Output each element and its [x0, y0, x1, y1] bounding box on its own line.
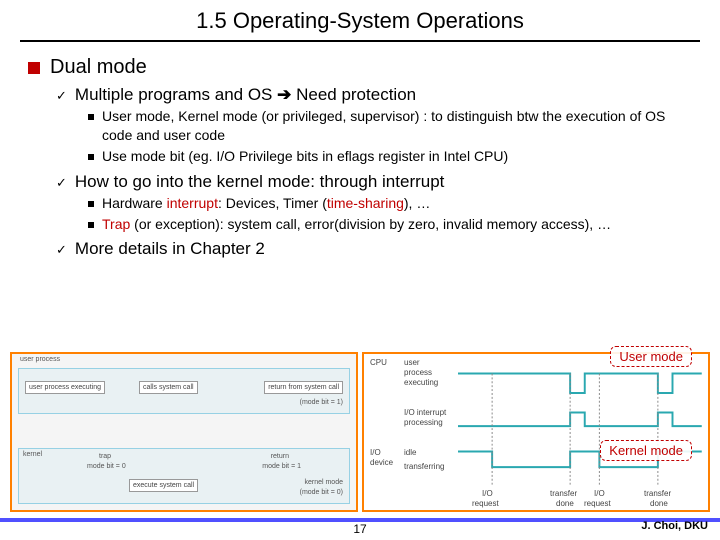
l3a-text: User mode, Kernel mode (or privileged, s…: [102, 107, 692, 145]
t-xfer2: transfer: [644, 489, 671, 498]
bullet-l3-c: Hardware interrupt: Devices, Timer (time…: [88, 194, 692, 213]
l2a-pre: Multiple programs and OS: [75, 85, 277, 104]
bullet-l1: Dual mode: [28, 56, 692, 79]
bullet-l2-c: ✓ More details in Chapter 2: [56, 239, 692, 259]
arrow-icon: ➔: [277, 85, 291, 104]
dl-kmode: kernel mode: [304, 479, 343, 486]
l2a-post: Need protection: [291, 85, 416, 104]
l2a-text: Multiple programs and OS ➔ Need protecti…: [75, 85, 416, 105]
diagram-mode-transition: user process user process executing call…: [10, 352, 358, 512]
t-io: I/O: [482, 489, 493, 498]
dl-user-label: user process: [20, 356, 60, 363]
l2c-text: More details in Chapter 2: [75, 239, 265, 259]
bullet-l2-a: ✓ Multiple programs and OS ➔ Need protec…: [56, 85, 692, 105]
t-req: request: [472, 499, 499, 508]
diagram-row: user process user process executing call…: [10, 352, 710, 512]
l3b-text: Use mode bit (eg. I/O Privilege bits in …: [102, 147, 508, 166]
square-bullet-icon: [28, 62, 40, 74]
check-icon: ✓: [56, 175, 67, 191]
l3c-r1: interrupt: [167, 195, 218, 211]
l2b-text: How to go into the kernel mode: through …: [75, 172, 445, 192]
bullet-l3-d: Trap (or exception): system call, error(…: [88, 215, 692, 234]
dl-ret-mb: mode bit = 1: [262, 463, 301, 470]
dl-ret: return: [271, 453, 289, 460]
l3c-p1: Hardware: [102, 195, 167, 211]
diagram-timing: CPU user process executing I/O interrupt…: [362, 352, 710, 512]
slide-content: Dual mode ✓ Multiple programs and OS ➔ N…: [0, 42, 720, 259]
l3d-r1: Trap: [102, 216, 130, 232]
bullet-l3-b: Use mode bit (eg. I/O Privilege bits in …: [88, 147, 692, 166]
slide-title: 1.5 Operating-System Operations: [20, 0, 700, 42]
check-icon: ✓: [56, 88, 67, 104]
t-io2: I/O: [594, 489, 605, 498]
callout-kernel-mode: Kernel mode: [600, 440, 692, 461]
dl-kernel-label: kernel: [23, 451, 42, 458]
t-req2: request: [584, 499, 611, 508]
l3c-r2: time-sharing: [327, 195, 404, 211]
dl-trap: trap: [99, 453, 111, 460]
t-done: done: [556, 499, 574, 508]
timing-svg: [364, 354, 708, 510]
bullet-l2-b: ✓ How to go into the kernel mode: throug…: [56, 172, 692, 192]
dl-exec-box: execute system call: [129, 479, 198, 492]
l3c-p2: : Devices, Timer (: [218, 195, 327, 211]
l1-text: Dual mode: [50, 56, 147, 79]
dl-trap-mb: mode bit = 0: [87, 463, 126, 470]
footer-author: J. Choi, DKU: [641, 520, 708, 532]
page-number: 17: [353, 522, 366, 536]
dl-modebit1: (mode bit = 1): [300, 399, 343, 406]
dl-box-return: return from system call: [264, 381, 343, 394]
square-small-icon: [88, 114, 94, 120]
check-icon: ✓: [56, 242, 67, 258]
dl-kernel-region: kernel trap mode bit = 0 return mode bit…: [18, 448, 350, 504]
square-small-icon: [88, 154, 94, 160]
l3d-p1: (or exception): system call, error(divis…: [130, 216, 611, 232]
dl-user-region: user process executing calls system call…: [18, 368, 350, 414]
l3d-text: Trap (or exception): system call, error(…: [102, 215, 611, 234]
t-done2: done: [650, 499, 668, 508]
l3c-text: Hardware interrupt: Devices, Timer (time…: [102, 194, 430, 213]
l3c-p3: ), …: [404, 195, 430, 211]
callout-user-mode: User mode: [610, 346, 692, 367]
dl-kmb: (mode bit = 0): [300, 489, 343, 496]
t-xfer: transfer: [550, 489, 577, 498]
square-small-icon: [88, 201, 94, 207]
bullet-l3-a: User mode, Kernel mode (or privileged, s…: [88, 107, 692, 145]
dl-box-call: calls system call: [139, 381, 198, 394]
square-small-icon: [88, 222, 94, 228]
dl-box-exec: user process executing: [25, 381, 105, 394]
